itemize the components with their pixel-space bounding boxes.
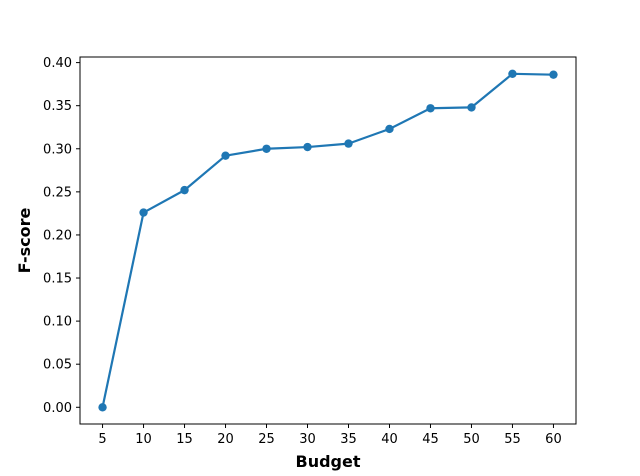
x-tick-label: 5	[98, 432, 106, 447]
y-axis: 0.00 0.05 0.10 0.15 0.20 0.25 0.30 0.35 0.40	[43, 56, 80, 416]
y-tick-label: 0.25	[43, 185, 72, 200]
x-tick-label: 15	[176, 432, 193, 447]
data-point	[180, 185, 189, 195]
x-tick-label: 60	[545, 432, 562, 447]
y-tick-label: 0.10	[43, 315, 72, 330]
x-tick-label: 20	[217, 432, 234, 447]
x-tick-label: 35	[340, 432, 357, 447]
y-tick-label: 0.20	[43, 228, 72, 243]
data-point	[139, 208, 148, 217]
x-axis-label: Budget	[296, 452, 361, 471]
y-tick-label: 0.15	[43, 272, 72, 287]
x-tick-label: 45	[422, 432, 439, 447]
y-tick-label: 0.40	[43, 56, 72, 71]
y-axis-label: F-score	[15, 207, 34, 273]
series-layer	[98, 69, 558, 412]
x-tick-label: 40	[381, 432, 398, 447]
x-tick-label: 50	[463, 432, 480, 447]
x-tick-label: 30	[299, 432, 316, 447]
y-tick-label: 0.00	[43, 401, 72, 416]
data-point	[221, 151, 230, 160]
data-point	[467, 103, 476, 112]
data-point	[385, 124, 394, 134]
axes-frame	[79, 56, 577, 425]
data-point	[426, 104, 435, 113]
y-tick-label: 0.30	[43, 142, 72, 157]
data-point	[508, 69, 517, 79]
data-point	[344, 139, 353, 148]
y-tick-label: 0.05	[43, 358, 72, 373]
x-axis: 5 10 15 20 25 30 35 40 45 50 55 60	[98, 424, 562, 447]
x-tick-label: 25	[258, 432, 275, 447]
y-tick-label: 0.35	[43, 99, 72, 114]
data-point	[98, 403, 107, 412]
data-point	[549, 70, 558, 79]
series-line	[101, 72, 554, 408]
data-point	[262, 144, 271, 153]
x-tick-label: 10	[135, 432, 152, 447]
data-point	[303, 142, 312, 152]
x-tick-label: 55	[504, 432, 521, 447]
